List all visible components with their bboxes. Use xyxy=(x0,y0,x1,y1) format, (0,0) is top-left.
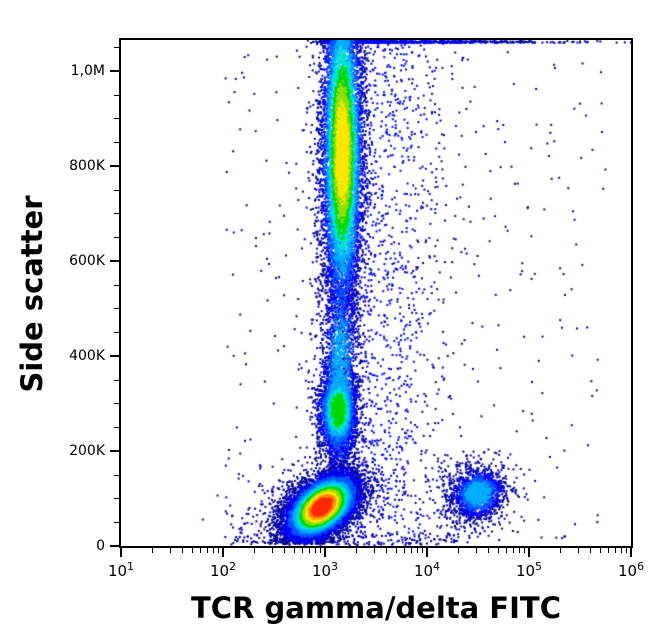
x-minor-tick xyxy=(320,548,322,553)
y-minor-tick xyxy=(114,118,119,120)
x-minor-tick xyxy=(218,548,220,553)
x-minor-tick xyxy=(488,548,490,553)
y-tick-label: 1,0M xyxy=(70,62,105,79)
x-tick-label: 104 xyxy=(413,560,441,580)
y-minor-tick xyxy=(114,94,119,96)
x-minor-tick xyxy=(271,548,273,553)
x-minor-tick xyxy=(192,548,194,553)
x-minor-tick xyxy=(404,548,406,553)
x-major-tick xyxy=(630,548,632,557)
x-minor-tick xyxy=(373,548,375,553)
x-minor-tick xyxy=(600,548,602,553)
x-minor-tick xyxy=(411,548,413,553)
x-minor-tick xyxy=(386,548,388,553)
x-major-tick xyxy=(324,548,326,557)
x-minor-tick xyxy=(422,548,424,553)
y-minor-tick xyxy=(114,142,119,144)
x-minor-tick xyxy=(513,548,515,553)
y-minor-tick xyxy=(114,47,119,49)
x-minor-tick xyxy=(519,548,521,553)
x-tick-label: 106 xyxy=(617,560,645,580)
flow-dot-plot-canvas xyxy=(121,40,631,546)
x-minor-tick xyxy=(294,548,296,553)
x-minor-tick xyxy=(253,548,255,553)
x-tick-label: 102 xyxy=(209,560,237,580)
x-minor-tick xyxy=(457,548,459,553)
x-minor-tick xyxy=(475,548,477,553)
y-minor-tick xyxy=(114,284,119,286)
x-minor-tick xyxy=(417,548,419,553)
x-minor-tick xyxy=(621,548,623,553)
x-tick-label: 105 xyxy=(515,560,543,580)
x-minor-tick xyxy=(284,548,286,553)
y-minor-tick xyxy=(114,308,119,310)
y-tick-label: 800K xyxy=(69,157,105,174)
x-minor-tick xyxy=(213,548,215,553)
x-minor-tick xyxy=(590,548,592,553)
y-minor-tick xyxy=(114,332,119,334)
y-minor-tick xyxy=(114,379,119,381)
plot-area xyxy=(119,38,633,548)
y-tick-label: 400K xyxy=(69,347,105,364)
x-minor-tick xyxy=(309,548,311,553)
x-minor-tick xyxy=(396,548,398,553)
y-minor-tick xyxy=(114,189,119,191)
y-major-tick xyxy=(110,259,119,262)
x-major-tick xyxy=(120,548,122,557)
y-minor-tick xyxy=(114,237,119,239)
y-minor-tick xyxy=(114,498,119,500)
x-minor-tick xyxy=(200,548,202,553)
x-minor-tick xyxy=(498,548,500,553)
x-minor-tick xyxy=(615,548,617,553)
x-tick-label: 101 xyxy=(107,560,135,580)
y-minor-tick xyxy=(114,213,119,215)
y-major-tick xyxy=(110,545,119,547)
y-tick-label: 0 xyxy=(96,538,105,554)
x-minor-tick xyxy=(506,548,508,553)
x-major-tick xyxy=(222,548,224,557)
y-minor-tick xyxy=(114,403,119,405)
x-minor-tick xyxy=(182,548,184,553)
x-minor-tick xyxy=(608,548,610,553)
y-axis-title: Side scatter xyxy=(15,195,49,393)
x-minor-tick xyxy=(315,548,317,553)
x-minor-tick xyxy=(524,548,526,553)
x-major-tick xyxy=(426,548,428,557)
x-major-tick xyxy=(528,548,530,557)
x-minor-tick xyxy=(559,548,561,553)
x-minor-tick xyxy=(355,548,357,553)
y-minor-tick xyxy=(114,522,119,524)
y-minor-tick xyxy=(114,474,119,476)
x-tick-label: 103 xyxy=(311,560,339,580)
y-tick-label: 600K xyxy=(69,252,105,269)
x-axis-title: TCR gamma/delta FITC xyxy=(191,591,561,625)
x-minor-tick xyxy=(577,548,579,553)
x-minor-tick xyxy=(626,548,628,553)
x-minor-tick xyxy=(151,548,153,553)
y-major-tick xyxy=(110,69,119,72)
x-minor-tick xyxy=(169,548,171,553)
y-major-tick xyxy=(110,354,119,357)
y-major-tick xyxy=(110,164,119,167)
x-minor-tick xyxy=(207,548,209,553)
x-minor-tick xyxy=(302,548,304,553)
y-major-tick xyxy=(110,449,119,452)
y-minor-tick xyxy=(114,427,119,429)
y-tick-label: 200K xyxy=(69,442,105,459)
